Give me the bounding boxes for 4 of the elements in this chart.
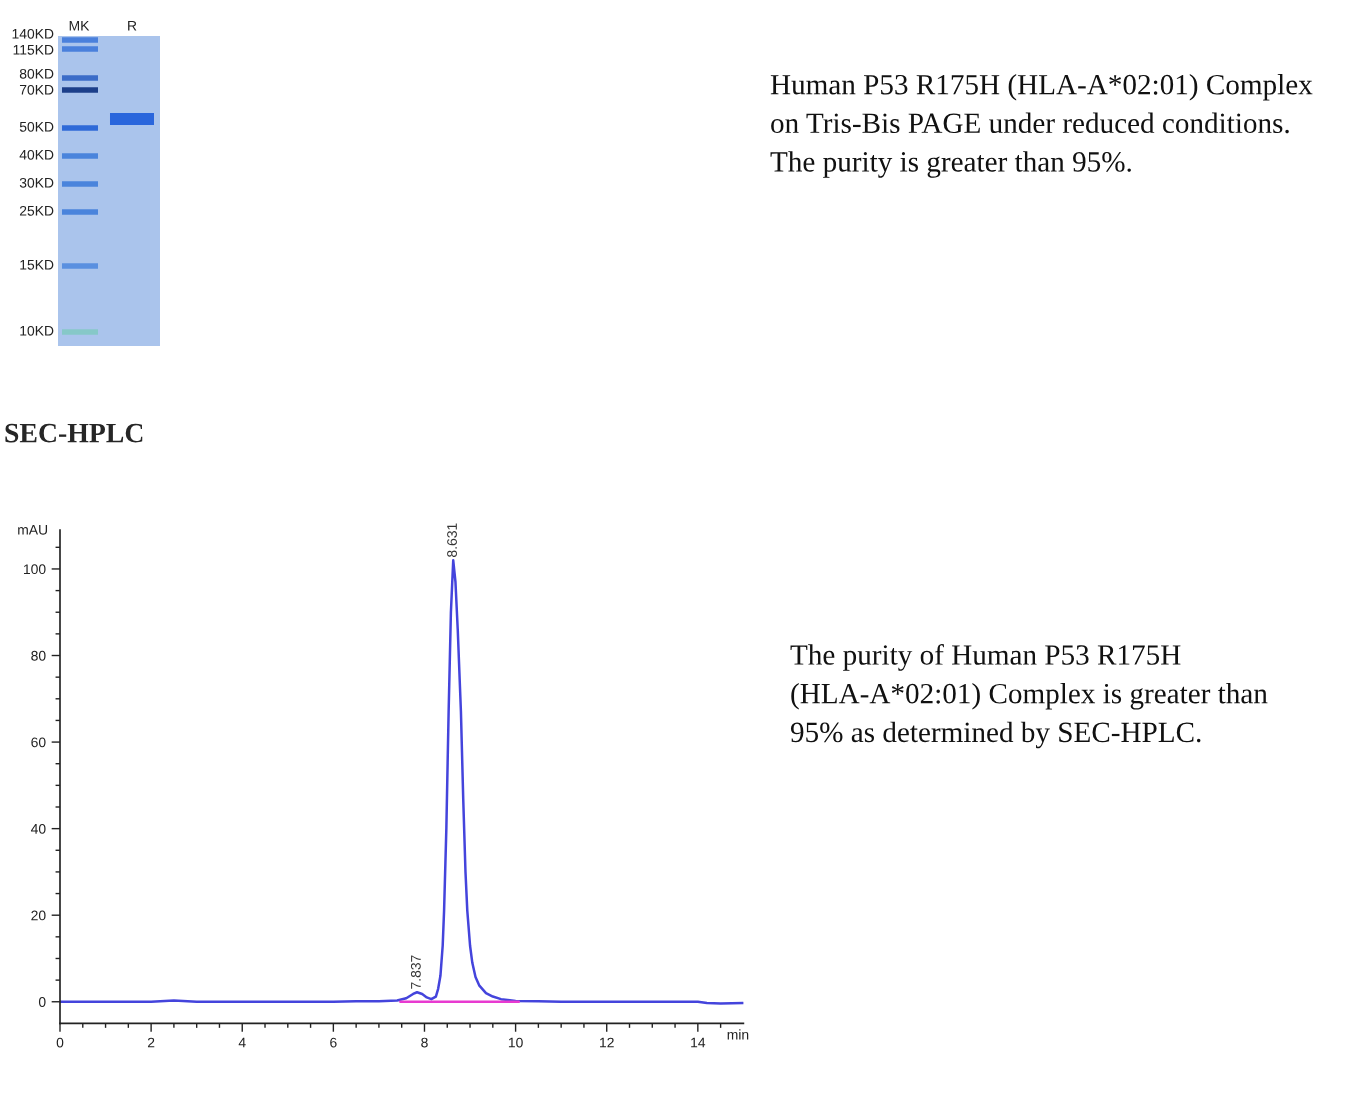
text: Human P53 R175H (HLA-A*02:01) Complex on Tris-Bis PAGE under reduced conditions. The purity is greater than 95%. xyxy=(770,74,1313,178)
chart-title: SEC-HPLC xyxy=(5,423,143,443)
text: The purity of Human P53 R175H (HLA-A*02:01) Complex is greater than 95% as determined by SEC-HPLC. xyxy=(790,644,1268,749)
line-series xyxy=(60,559,744,1005)
